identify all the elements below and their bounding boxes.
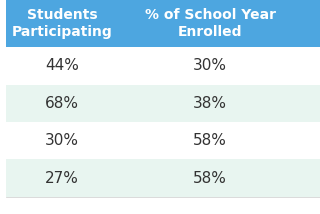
Bar: [6, 122, 320, 159]
Text: 58%: 58%: [193, 133, 227, 148]
Bar: [6, 85, 320, 122]
Text: 30%: 30%: [193, 58, 227, 73]
Text: 44%: 44%: [45, 58, 79, 73]
Text: 30%: 30%: [45, 133, 79, 148]
Text: 58%: 58%: [193, 171, 227, 186]
Bar: [6, 0, 320, 47]
Text: Students
Participating: Students Participating: [12, 8, 113, 39]
Text: % of School Year
Enrolled: % of School Year Enrolled: [145, 8, 276, 39]
Bar: [6, 47, 320, 85]
Bar: [6, 159, 320, 197]
Text: 68%: 68%: [45, 96, 79, 111]
Text: 27%: 27%: [45, 171, 79, 186]
Text: 38%: 38%: [193, 96, 227, 111]
